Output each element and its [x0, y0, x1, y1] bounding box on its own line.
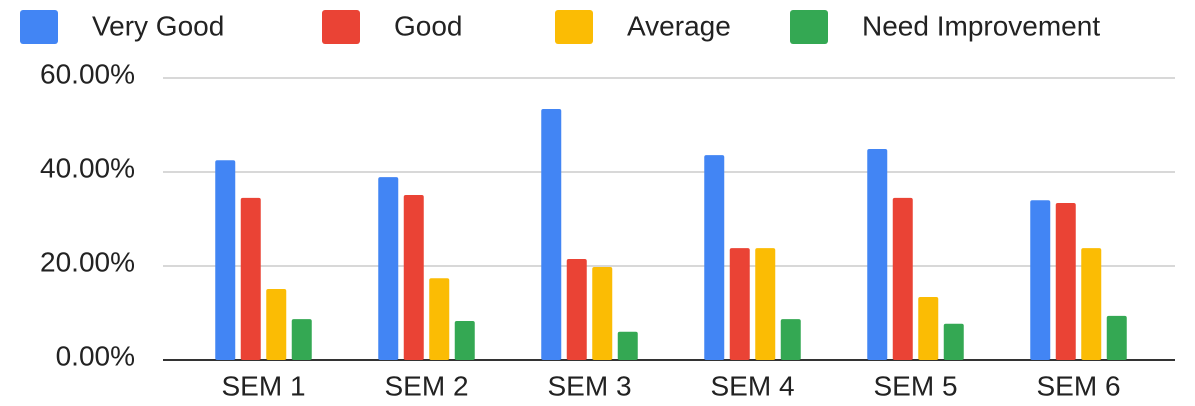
bar	[566, 258, 587, 360]
legend-swatch	[322, 10, 360, 44]
legend-label: Average	[627, 10, 731, 41]
y-tick-label: 0.00%	[56, 340, 135, 371]
legend-swatch	[555, 10, 593, 44]
x-tick-label: SEM 6	[1036, 370, 1120, 401]
bar	[704, 155, 725, 360]
bar	[378, 177, 399, 360]
bar	[755, 248, 776, 360]
bar	[429, 278, 450, 360]
y-tick-label: 40.00%	[40, 152, 135, 183]
bar	[541, 109, 562, 361]
y-tick-label: 60.00%	[40, 58, 135, 89]
x-tick-label: SEM 3	[547, 370, 631, 401]
x-tick-label: SEM 4	[710, 370, 794, 401]
x-tick-label: SEM 2	[384, 370, 468, 401]
bar	[867, 148, 888, 360]
bar	[592, 266, 613, 360]
legend-label: Need Improvement	[862, 10, 1100, 41]
legend-label: Good	[394, 10, 463, 41]
y-tick-label: 20.00%	[40, 246, 135, 277]
bar	[617, 331, 638, 360]
bar	[780, 319, 801, 360]
bar	[1030, 200, 1051, 360]
bar	[918, 297, 939, 360]
bar	[291, 319, 312, 360]
legend-swatch	[20, 10, 58, 44]
bar	[266, 289, 287, 360]
bar	[943, 323, 964, 360]
bar	[729, 248, 750, 360]
bar	[240, 197, 261, 360]
legend-label: Very Good	[92, 10, 224, 41]
bar	[215, 160, 236, 360]
x-tick-label: SEM 5	[873, 370, 957, 401]
bar	[892, 197, 913, 360]
bar	[1106, 315, 1127, 360]
bar	[1081, 248, 1102, 360]
legend-swatch	[790, 10, 828, 44]
x-tick-label: SEM 1	[221, 370, 305, 401]
bar	[454, 320, 475, 360]
bar	[403, 195, 424, 360]
bar	[1055, 203, 1076, 360]
